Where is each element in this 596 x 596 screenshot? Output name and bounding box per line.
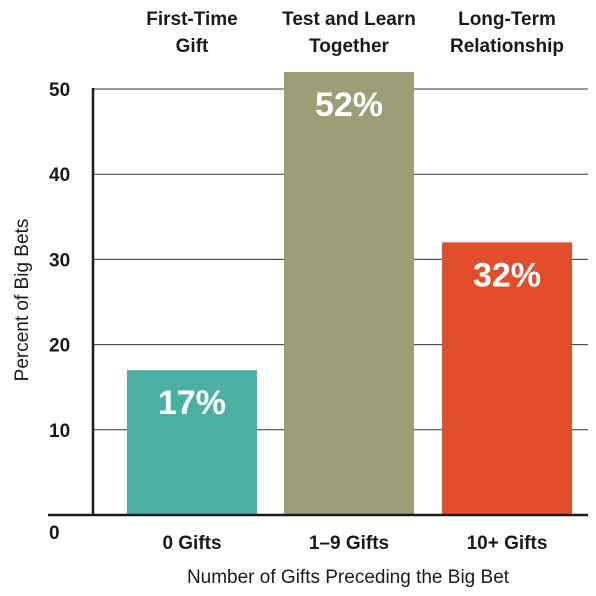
bar-0 [127, 370, 257, 515]
bars [127, 71, 572, 516]
bar-2 [442, 242, 572, 516]
y-tick-labels: 0 10 20 30 40 50 [49, 80, 70, 544]
data-label: 17% [158, 384, 226, 422]
y-tick-label: 30 [49, 250, 70, 271]
category-header: First-Time [146, 9, 238, 30]
x-tick-label: 0 Gifts [162, 533, 221, 554]
y-axis-label: Percent of Big Bets [12, 219, 33, 382]
x-axis-label: Number of Gifts Preceding the Big Bet [187, 567, 510, 588]
category-header: Gift [176, 36, 209, 57]
x-tick-label: 10+ Gifts [467, 533, 548, 554]
y-tick-label: 50 [49, 80, 70, 101]
y-tick-label: 0 [49, 523, 60, 544]
category-headers: First-Time Gift Test and Learn Together Long… [146, 9, 564, 57]
category-header: Long-Term [458, 9, 556, 30]
data-labels: 17% 52% 32% [158, 86, 541, 422]
x-tick-labels: 0 Gifts 1–9 Gifts 10+ Gifts [162, 533, 547, 554]
data-label: 32% [473, 256, 541, 294]
bar-1 [284, 71, 414, 516]
category-header: Relationship [450, 36, 564, 57]
category-header: Test and Learn [282, 9, 416, 30]
y-tick-label: 10 [49, 421, 70, 442]
y-tick-label: 40 [49, 165, 70, 186]
y-tick-label: 20 [49, 336, 70, 357]
x-tick-label: 1–9 Gifts [309, 533, 389, 554]
category-header: Together [309, 36, 389, 57]
data-label: 52% [315, 86, 383, 124]
